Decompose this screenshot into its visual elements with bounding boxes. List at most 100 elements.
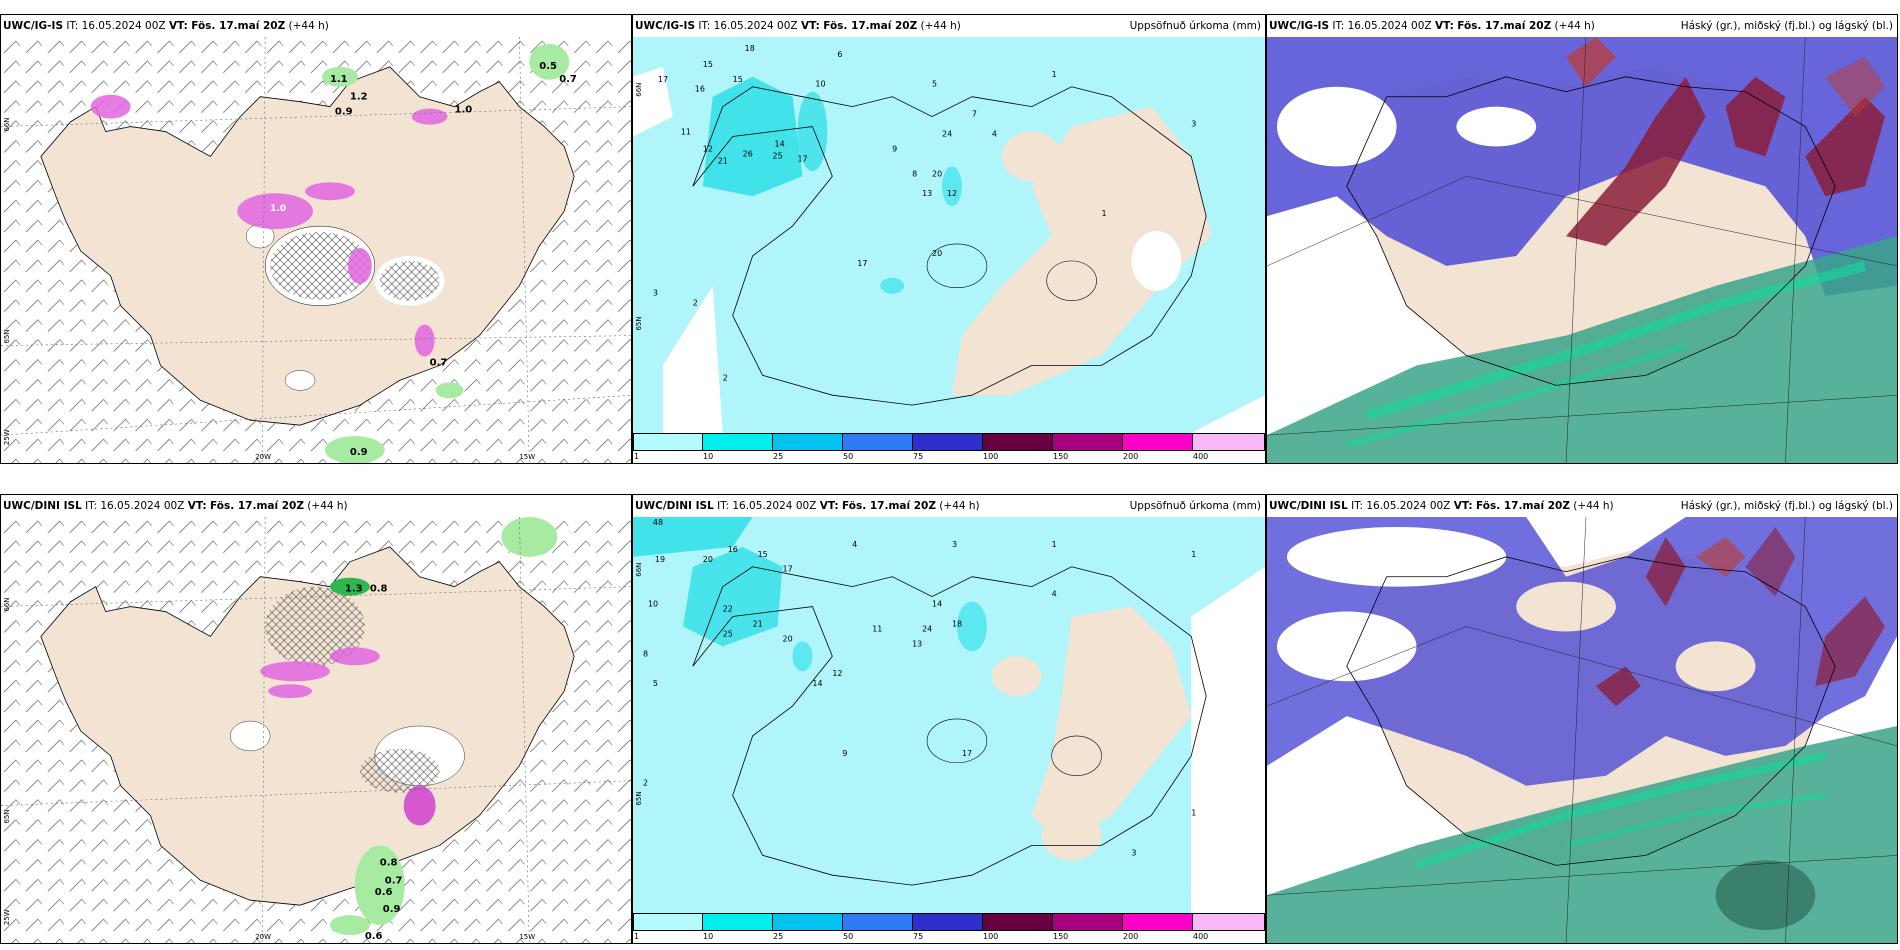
panel-header: UWC/IG-IS IT: 16.05.2024 00Z VT: Fös. 17… [1, 15, 631, 37]
cloud-map[interactable] [1267, 37, 1897, 463]
cloud-panel-row2: UWC/DINI ISL IT: 16.05.2024 00Z VT: Fös.… [1266, 494, 1898, 944]
precip-value: 14 [932, 600, 942, 609]
wind-map[interactable]: 1.1 1.0 1.2 0.9 0.5 0.7 1.0 0.7 0.9 66N … [1, 37, 631, 463]
lat-label: 25W [3, 429, 11, 445]
init-time: IT: 16.05.2024 00Z [1351, 500, 1451, 512]
cbar-swatch [983, 913, 1053, 931]
cloud-title: Háský (gr.), miðský (fj.bl.) og lágský (… [1680, 500, 1893, 512]
precip-value: 24 [942, 130, 952, 139]
cbar-swatch [1123, 913, 1193, 931]
lon-label: 15W [519, 453, 535, 461]
panel-header: UWC/DINI ISL IT: 16.05.2024 00Z VT: Fös.… [1, 495, 631, 517]
lat-label: 66N [635, 83, 643, 97]
wind-label: 0.6 [375, 887, 393, 898]
precip-value: 17 [658, 75, 668, 84]
cbar-swatch [703, 913, 773, 931]
precip-value: 48 [653, 518, 663, 527]
valid-time: Fös. 17.maí 20Z [209, 500, 304, 512]
precip-value: 9 [892, 144, 897, 153]
precip-value: 1 [1191, 550, 1196, 559]
cbar-swatch [843, 433, 913, 451]
precip-value: 24 [922, 624, 932, 633]
cbar-swatch [843, 913, 913, 931]
valid-label: VT: [1434, 20, 1454, 32]
precip-value: 15 [758, 550, 768, 559]
precip-value: 26 [743, 149, 753, 158]
cbar-tick: 10 [703, 452, 714, 461]
precip-value: 25 [723, 629, 733, 638]
precip-value: 3 [653, 289, 658, 298]
lead-time: (+44 h) [1554, 20, 1595, 32]
wind-label: 0.7 [559, 74, 577, 85]
cbar-tick: 25 [773, 452, 784, 461]
precip-value: 2 [693, 299, 698, 308]
precip-value: 4 [852, 540, 857, 549]
lat-label: 66N [635, 563, 643, 577]
valid-label: VT: [187, 500, 207, 512]
precip-value: 21 [718, 156, 728, 165]
cbar-frame [633, 433, 1265, 451]
precip-value: 16 [728, 545, 738, 554]
cloud-map[interactable] [1267, 517, 1897, 943]
cloud-map-svg [1267, 517, 1897, 943]
model-name: UWC/IG-IS [635, 20, 696, 32]
cbar-tick: 1 [634, 932, 640, 941]
wind-label: 0.9 [335, 107, 353, 118]
valid-label: VT: [800, 20, 820, 32]
lon-label: 20W [255, 453, 271, 461]
precip-value: 14 [812, 679, 822, 688]
cbar-swatch [1053, 433, 1123, 451]
cbar-swatch [1053, 913, 1123, 931]
precip-value: 18 [745, 44, 755, 53]
wind-label: 0.7 [430, 357, 448, 368]
precip-value: 11 [681, 128, 691, 137]
cbar-tick: 150 [1053, 932, 1069, 941]
cbar-tick: 10 [703, 932, 714, 941]
precip-value: 7 [972, 110, 977, 119]
precip-value: 6 [837, 50, 842, 59]
cbar-swatch [703, 433, 773, 451]
cbar-swatch [633, 913, 703, 931]
wind-panel-row1: UWC/IG-IS IT: 16.05.2024 00Z VT: Fös. 17… [0, 14, 632, 464]
cbar-swatch [1123, 433, 1193, 451]
precip-value: 5 [653, 679, 658, 688]
cbar-tick: 200 [1123, 932, 1139, 941]
precip-value: 3 [1191, 120, 1196, 129]
model-name: UWC/IG-IS [1269, 20, 1330, 32]
precip-value: 4 [992, 130, 997, 139]
lat-label: 65N [3, 809, 11, 823]
precip-panel-row1: UWC/IG-IS IT: 16.05.2024 00Z VT: Fös. 17… [632, 14, 1266, 464]
cbar-tick: 75 [913, 932, 924, 941]
precip-value: 17 [962, 749, 972, 758]
precip-value: 11 [872, 624, 882, 633]
wind-label: 0.9 [383, 904, 401, 915]
precip-panel-row2: UWC/DINI ISL IT: 16.05.2024 00Z VT: Fös.… [632, 494, 1266, 944]
precip-value: 1 [1052, 70, 1057, 79]
init-time: IT: 16.05.2024 00Z [698, 20, 798, 32]
precip-value: 3 [1131, 848, 1136, 857]
wind-label: 1.2 [350, 92, 368, 103]
panel-header: UWC/DINI ISL IT: 16.05.2024 00Z VT: Fös.… [633, 495, 1265, 517]
precip-value: 20 [703, 555, 713, 564]
valid-time: Fös. 17.maí 20Z [841, 500, 936, 512]
valid-label: VT: [168, 20, 188, 32]
model-name: UWC/DINI ISL [635, 500, 714, 512]
precip-value: 8 [912, 169, 917, 178]
wind-map[interactable]: 1.3 0.8 0.8 0.7 0.6 0.9 0.6 66N 65N 25W … [1, 517, 631, 943]
precip-value: 4 [1052, 590, 1057, 599]
precip-value: 15 [703, 60, 713, 69]
precip-value: 17 [783, 565, 793, 574]
precip-colorbar: 1 10 25 50 75 100 150 200 400 [633, 913, 1265, 943]
wind-label: 0.8 [370, 584, 388, 595]
precip-map[interactable]: 18 15 17 15 16 11 12 21 26 25 17 14 10 6… [633, 37, 1265, 433]
precip-value: 16 [695, 85, 705, 94]
wind-label: 1.0 [270, 204, 286, 214]
precip-map[interactable]: 48 19 20 16 15 17 22 21 25 20 10 8 5 4 3… [633, 517, 1265, 913]
precip-value: 10 [815, 80, 825, 89]
precip-value: 13 [922, 189, 932, 198]
cbar-tick: 50 [843, 932, 854, 941]
precip-value: 2 [643, 779, 648, 788]
wind-panel-row2: UWC/DINI ISL IT: 16.05.2024 00Z VT: Fös.… [0, 494, 632, 944]
precip-value: 17 [797, 154, 807, 163]
valid-label: VT: [1453, 500, 1473, 512]
